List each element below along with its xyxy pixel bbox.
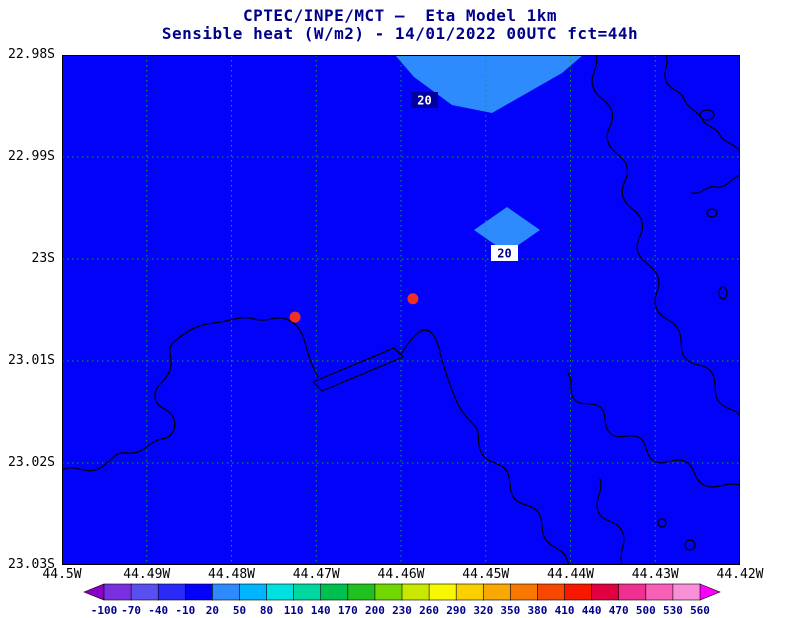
x-tick-label: 44.43W	[631, 567, 679, 582]
x-tick-label: 44.47W	[292, 567, 340, 582]
gridlines	[62, 55, 740, 565]
x-tick-label: 44.45W	[462, 567, 510, 582]
colorbar-tick-label: 110	[284, 604, 304, 617]
x-tick-label: 44.49W	[123, 567, 171, 582]
colorbar-tick-label: -100	[91, 604, 118, 617]
colorbar-segment	[428, 583, 457, 601]
y-tick-label: 22.98S	[8, 47, 55, 62]
chart-subtitle: Sensible heat (W/m2) - 14/01/2022 00UTC …	[161, 24, 639, 43]
colorbar-tick-label: 350	[500, 604, 520, 617]
colorbar-segment	[645, 583, 674, 601]
colorbar-tick-label: 260	[419, 604, 439, 617]
coastline-island	[312, 347, 404, 392]
map-plot-area: 20 20	[62, 55, 740, 565]
contour-label-center: 20	[491, 245, 518, 261]
coastline-path	[664, 55, 740, 152]
station-dot	[407, 293, 419, 305]
colorbar-tick-label: -10	[175, 604, 195, 617]
colorbar-segment	[374, 583, 403, 601]
colorbar-segment	[347, 583, 376, 601]
colorbar-tick-label: 410	[555, 604, 575, 617]
colorbar-segment	[510, 583, 539, 601]
colorbar-segment	[103, 583, 132, 601]
islet	[657, 518, 667, 528]
colorbar-tick-label: 320	[473, 604, 493, 617]
colorbar-tick-label: -40	[148, 604, 168, 617]
contour-label-north: 20	[411, 92, 438, 108]
colorbar-segment	[591, 583, 620, 601]
y-tick-label: 23S	[31, 251, 55, 266]
colorbar-segment	[184, 583, 214, 601]
colorbar-segment	[320, 583, 349, 601]
islet	[699, 109, 715, 121]
colorbar-tick-label: 170	[338, 604, 358, 617]
colorbar-segment	[266, 583, 295, 601]
colorbar-segment	[293, 583, 322, 601]
colorbar-segment	[672, 583, 701, 601]
x-tick-label: 44.44W	[547, 567, 594, 582]
heat-patch-north	[395, 55, 583, 113]
colorbar-segment	[618, 583, 647, 601]
contour-label-box	[411, 92, 438, 108]
y-tick-label: 23.03S	[8, 557, 55, 572]
coastline-path	[567, 372, 740, 488]
station-markers	[289, 293, 419, 323]
islet	[684, 539, 696, 551]
colorbar-segment	[537, 583, 566, 601]
heat-patch-center	[474, 207, 540, 253]
contour-label-box	[491, 245, 518, 261]
colorbar-tick-label: -70	[121, 604, 141, 617]
y-tick-label: 22.99S	[8, 149, 55, 164]
coastline-path	[596, 478, 625, 565]
colorbar-segment	[239, 583, 268, 601]
colorbar: -100 -70 -40 -10 20 50 80 110 140 170 200 230 260 290…	[78, 582, 726, 618]
y-tick-label: 23.01S	[8, 353, 55, 368]
coastlines	[62, 55, 740, 565]
colorbar-tick-label: 200	[365, 604, 385, 617]
colorbar-segment	[564, 583, 593, 601]
y-axis-labels: 22.98S 22.99S 23S 23.01S 23.02S 23.03S	[0, 47, 58, 572]
colorbar-tick-label: 80	[260, 604, 273, 617]
x-tick-label: 44.42W	[716, 567, 764, 582]
coastline-path	[591, 55, 740, 418]
coastline-path	[400, 329, 570, 565]
contour-label-text: 20	[417, 94, 431, 108]
colorbar-segment	[455, 583, 484, 601]
colorbar-tick-label: 380	[528, 604, 548, 617]
x-tick-label: 44.46W	[377, 567, 425, 582]
station-dot	[289, 311, 301, 323]
x-tick-label: 44.5W	[42, 567, 82, 582]
colorbar-tick-label: 440	[582, 604, 602, 617]
colorbar-tick-label: 530	[663, 604, 683, 617]
colorbar-tick-label: 500	[636, 604, 656, 617]
islet	[718, 286, 728, 300]
colorbar-tick-label: 20	[206, 604, 219, 617]
colorbar-tick-label: 50	[233, 604, 246, 617]
map-canvas: 20 20	[62, 55, 740, 565]
colorbar-segment	[401, 583, 430, 601]
colorbar-tick-label: 470	[609, 604, 629, 617]
colorbar-segment	[699, 583, 721, 601]
colorbar-segment	[212, 583, 241, 601]
colorbar-tick-label: 290	[446, 604, 466, 617]
colorbar-tick-label: 230	[392, 604, 412, 617]
coastline-path	[691, 174, 740, 194]
chart-title: CPTEC/INPE/MCT — Eta Model 1km	[242, 6, 558, 25]
x-axis-labels: 44.5W 44.49W 44.48W 44.47W 44.46W 44.45W 44.44…	[42, 567, 763, 583]
colorbar-tick-label: 560	[690, 604, 710, 617]
colorbar-segment	[482, 583, 512, 601]
contour-label-text: 20	[497, 247, 511, 261]
colorbar-segment	[130, 583, 159, 601]
y-tick-label: 23.02S	[8, 455, 55, 470]
x-tick-label: 44.48W	[208, 567, 255, 582]
colorbar-segment	[157, 583, 186, 601]
coastline-path	[62, 317, 319, 472]
colorbar-segment	[83, 583, 105, 601]
islet	[706, 208, 718, 218]
colorbar-tick-label: 140	[311, 604, 331, 617]
